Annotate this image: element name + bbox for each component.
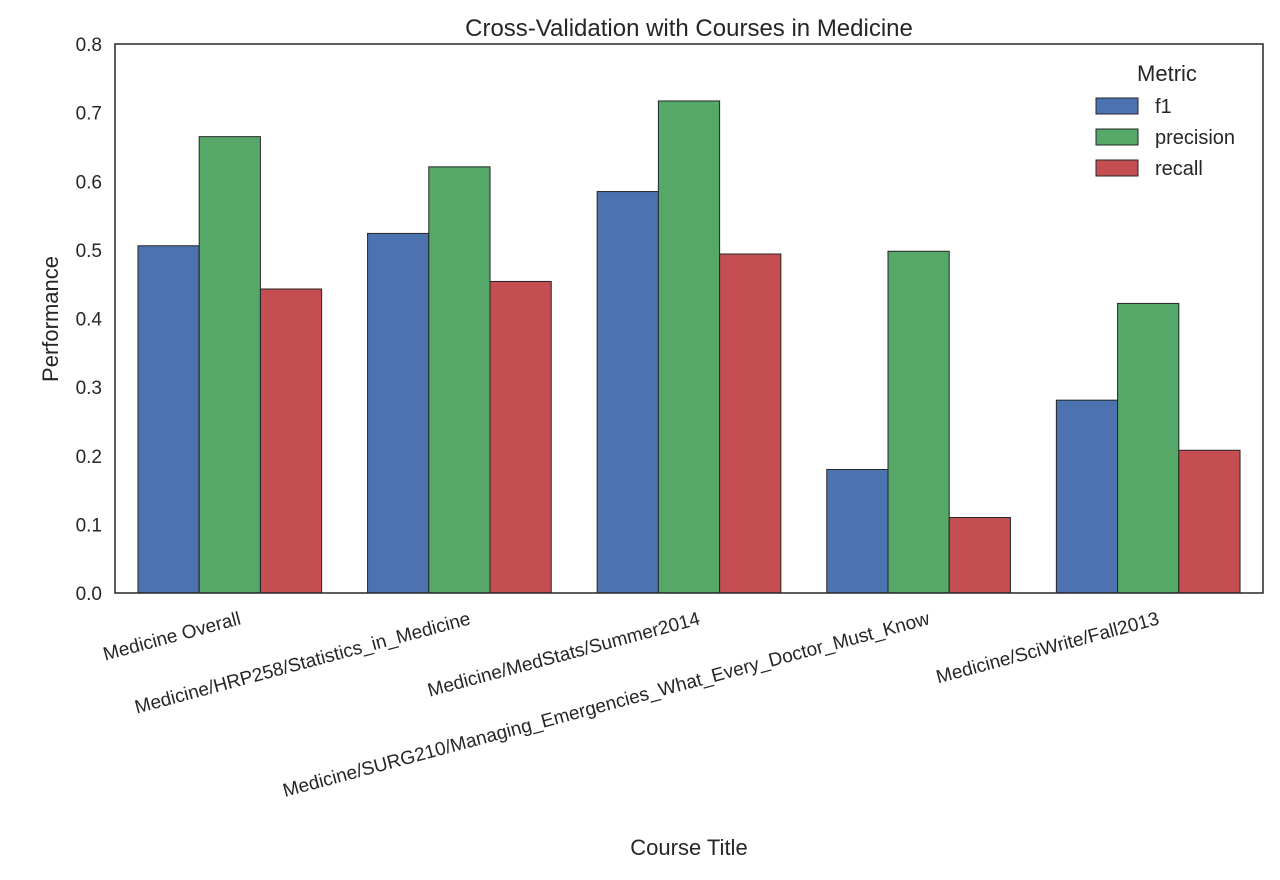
- plot-area-frame: [114, 43, 1264, 594]
- legend: Metric f1 precision recall: [1095, 61, 1235, 180]
- bar-recall: [948, 517, 1011, 594]
- bar-precision: [657, 100, 721, 594]
- bar-f1: [367, 232, 430, 594]
- legend-swatch-recall: [1095, 159, 1139, 177]
- y-tick-label: 0.7: [76, 104, 102, 125]
- bar-recall: [1178, 449, 1241, 594]
- bar-f1: [1055, 399, 1119, 594]
- x-tick-labels: Medicine OverallMedicine/HRP258/Statisti…: [101, 608, 1162, 801]
- y-tick-label: 0.2: [76, 447, 102, 468]
- bar-f1: [596, 191, 659, 594]
- bar-f1: [826, 468, 889, 594]
- y-tick-label: 0.5: [76, 241, 102, 262]
- y-tick-label: 0.3: [76, 378, 102, 399]
- y-axis-label: Performance: [38, 256, 63, 382]
- bar-recall: [719, 253, 782, 594]
- bars-layer: [137, 100, 1241, 594]
- bar-recall: [259, 288, 323, 594]
- legend-swatch-f1: [1095, 97, 1139, 115]
- bar-precision: [198, 136, 261, 594]
- chart-title: Cross-Validation with Courses in Medicin…: [465, 15, 913, 42]
- bar-precision: [887, 250, 950, 594]
- legend-swatch-precision: [1095, 128, 1139, 146]
- bar-f1: [137, 245, 200, 594]
- y-tick-label: 0.6: [76, 172, 102, 193]
- legend-label-recall: recall: [1155, 158, 1203, 180]
- legend-label-precision: precision: [1155, 127, 1235, 149]
- x-tick-label: Medicine/SciWrite/Fall2013: [934, 609, 1161, 689]
- legend-label-f1: f1: [1155, 96, 1172, 118]
- bar-precision: [428, 166, 491, 594]
- y-tick-label: 0.0: [76, 584, 102, 605]
- bar-recall: [489, 280, 552, 594]
- y-tick-label: 0.8: [76, 35, 102, 56]
- y-tick-label: 0.4: [76, 310, 103, 331]
- x-tick-label: Medicine Overall: [101, 609, 243, 666]
- x-axis-label: Course Title: [630, 835, 747, 860]
- y-tick-labels: 0.0 0.1 0.2 0.3 0.4 0.5 0.6 0.7 0.8: [76, 35, 103, 605]
- legend-title: Metric: [1137, 61, 1197, 86]
- y-tick-label: 0.1: [76, 515, 102, 536]
- bar-precision: [1117, 302, 1180, 594]
